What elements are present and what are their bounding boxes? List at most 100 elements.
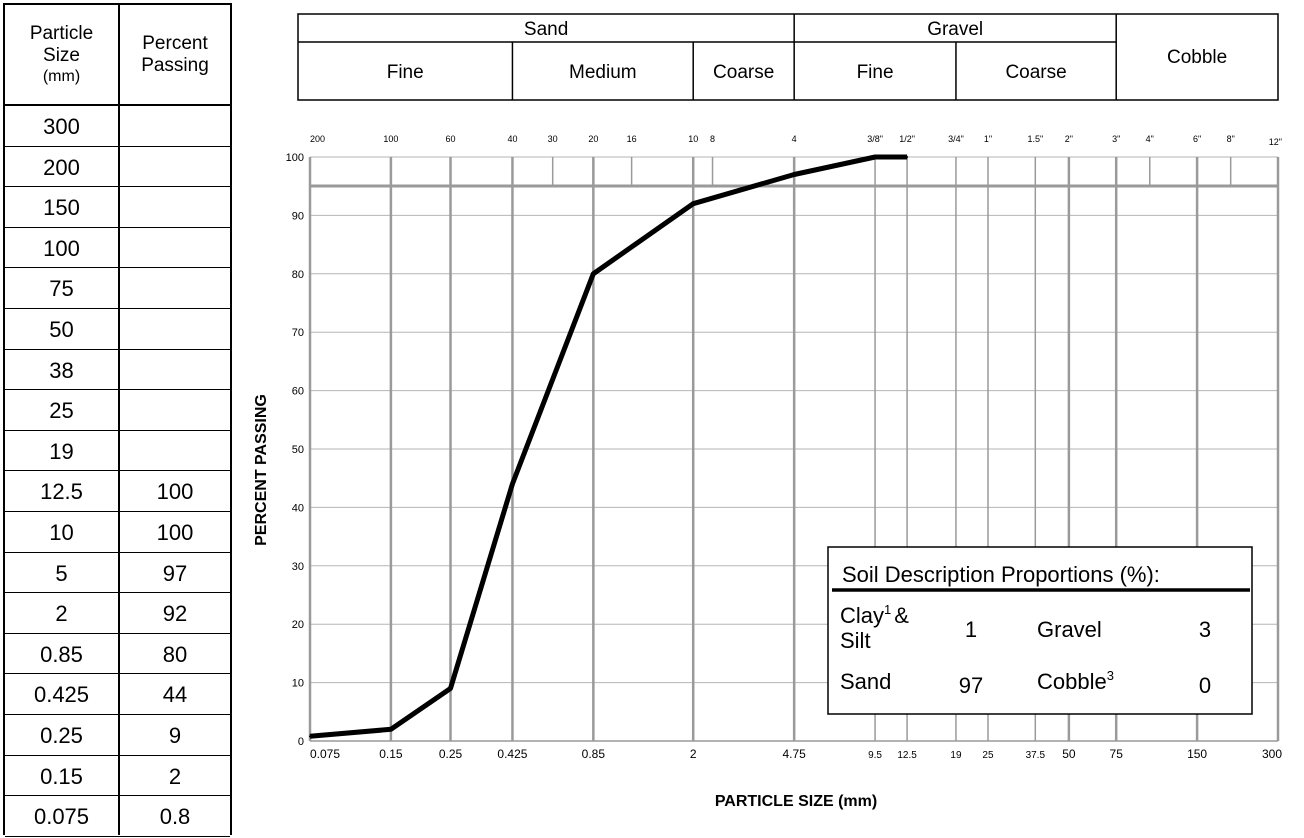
row-particle-size: 50 [49, 317, 74, 342]
y-tick-label: 30 [292, 561, 304, 573]
data-point [449, 687, 452, 690]
x-tick-label: 12.5 [897, 750, 917, 761]
header-particle-line2: Size [43, 44, 80, 66]
data-point [389, 728, 392, 731]
sieve-tick-label: 6" [1193, 134, 1201, 144]
cobble-label: Cobble3 [1037, 668, 1114, 694]
table-row: 5 97 [5, 553, 230, 594]
table-row: 12.5 100 [5, 471, 230, 512]
y-tick-label: 10 [292, 678, 304, 690]
sieve-tick-label: 4 [792, 134, 797, 144]
row-percent-passing: 44 [162, 682, 188, 708]
header-percent-passing: Percent Passing [120, 5, 230, 104]
sieve-tick-label: 100 [383, 134, 398, 144]
row-particle-size: 100 [43, 235, 80, 261]
sieve-tick-label: 30 [548, 134, 558, 144]
clay-silt-value: 1 [965, 617, 977, 642]
gradation-line [309, 154, 908, 739]
subgroup-label: Fine [857, 62, 894, 83]
y-tick-label: 100 [286, 152, 304, 164]
subgroup-label: Cobble [1167, 47, 1227, 68]
y-tick-label: 80 [292, 269, 304, 281]
row-particle-size: 2 [55, 601, 68, 627]
table-row: 2 92 [5, 593, 230, 634]
x-tick-label: 0.15 [379, 747, 403, 761]
x-tick-label: 0.075 [310, 747, 340, 761]
row-percent-passing: 97 [162, 560, 188, 586]
x-tick-label: 25 [982, 750, 994, 761]
cobble-word: Cobble [1037, 669, 1107, 694]
x-tick-label: 0.85 [582, 747, 606, 761]
cobble-value: 0 [1199, 673, 1211, 698]
x-tick-label: 19 [950, 750, 962, 761]
x-tick-label: 4.75 [782, 747, 806, 761]
sieve-tick-label: 1/2" [899, 134, 915, 144]
row-particle-size: 0.85 [40, 641, 83, 667]
sieve-tick-label: 2" [1065, 134, 1073, 144]
row-particle-size: 200 [43, 154, 80, 180]
table-row: 25 [5, 390, 230, 431]
classification-header: Sand Gravel Fine Medium Coarse Fine Coarse Cobb… [297, 13, 1279, 101]
row-particle-size: 5 [55, 560, 68, 586]
clay-label: Clay1 & [840, 602, 909, 628]
x-tick-label: 0.425 [497, 747, 527, 761]
sieve-tick-label: 12" [1269, 137, 1282, 147]
row-particle-size: 75 [49, 276, 74, 302]
row-particle-size: 25 [49, 398, 74, 424]
table-header: Particle Size (mm) Percent Passing [5, 5, 230, 106]
row-percent-passing: 9 [168, 723, 182, 748]
table-row: 0.15 2 [5, 756, 230, 797]
table-row: 100 [5, 228, 230, 269]
header-particle-line1: Particle [29, 22, 94, 44]
sieve-tick-label: 3/8" [867, 134, 883, 144]
soil-proportions-box: Soil Description Proportions (%): Clay1 &… [827, 546, 1253, 715]
clay-amp: & [894, 603, 909, 628]
table-row: 50 [5, 309, 230, 350]
group-label-gravel: Gravel [927, 19, 983, 40]
sieve-tick-label: 3/4" [948, 134, 964, 144]
y-tick-label: 90 [292, 210, 304, 222]
row-particle-size: 0.075 [33, 804, 90, 830]
sieve-tick-label: 60 [446, 134, 456, 144]
x-tick-label: 0.25 [439, 747, 463, 761]
gravel-label: Gravel [1037, 617, 1102, 642]
row-particle-size: 0.425 [33, 682, 90, 708]
row-particle-size: 10 [49, 520, 74, 545]
x-axis-label: PARTICLE SIZE (mm) [715, 793, 877, 810]
silt-label: Silt [840, 628, 871, 653]
subgroup-label: Coarse [1005, 62, 1066, 83]
row-particle-size: 0.15 [40, 763, 83, 789]
sand-value: 97 [959, 673, 983, 698]
row-percent-passing: 80 [162, 641, 188, 667]
sieve-tick-label: 8" [1227, 134, 1235, 144]
data-point [906, 156, 909, 158]
x-tick-label: 2 [690, 747, 697, 761]
y-tick-label: 40 [292, 502, 304, 514]
data-point [793, 173, 796, 176]
row-particle-size: 150 [43, 195, 80, 221]
table-row: 38 [5, 350, 230, 391]
subgroup-label: Fine [387, 62, 424, 83]
x-tick-label: 300 [1262, 747, 1282, 761]
row-percent-passing: 2 [168, 763, 182, 789]
subgroup-label: Coarse [713, 62, 774, 83]
sieve-tick-label: 40 [507, 134, 517, 144]
subgroup-label: Medium [569, 62, 637, 83]
sand-label: Sand [840, 669, 891, 694]
header-percent-line1: Percent [142, 32, 208, 54]
sieve-tick-label: 200 [310, 134, 325, 144]
y-axis-label: PERCENT PASSING [253, 394, 270, 546]
row-percent-passing: 100 [156, 479, 194, 505]
row-particle-size: 0.25 [40, 723, 83, 748]
sieve-tick-label: 16 [627, 134, 637, 144]
table-row: 10 100 [5, 512, 230, 553]
sieve-tick-label: 4" [1146, 134, 1154, 144]
sieve-tick-label: 10 [688, 134, 698, 144]
row-percent-passing: 100 [156, 520, 194, 545]
table-row: 0.425 44 [5, 674, 230, 715]
gradation-curve [309, 154, 909, 739]
y-tick-label: 70 [292, 327, 304, 339]
data-point [874, 156, 877, 158]
sieve-tick-label: 20 [588, 134, 598, 144]
